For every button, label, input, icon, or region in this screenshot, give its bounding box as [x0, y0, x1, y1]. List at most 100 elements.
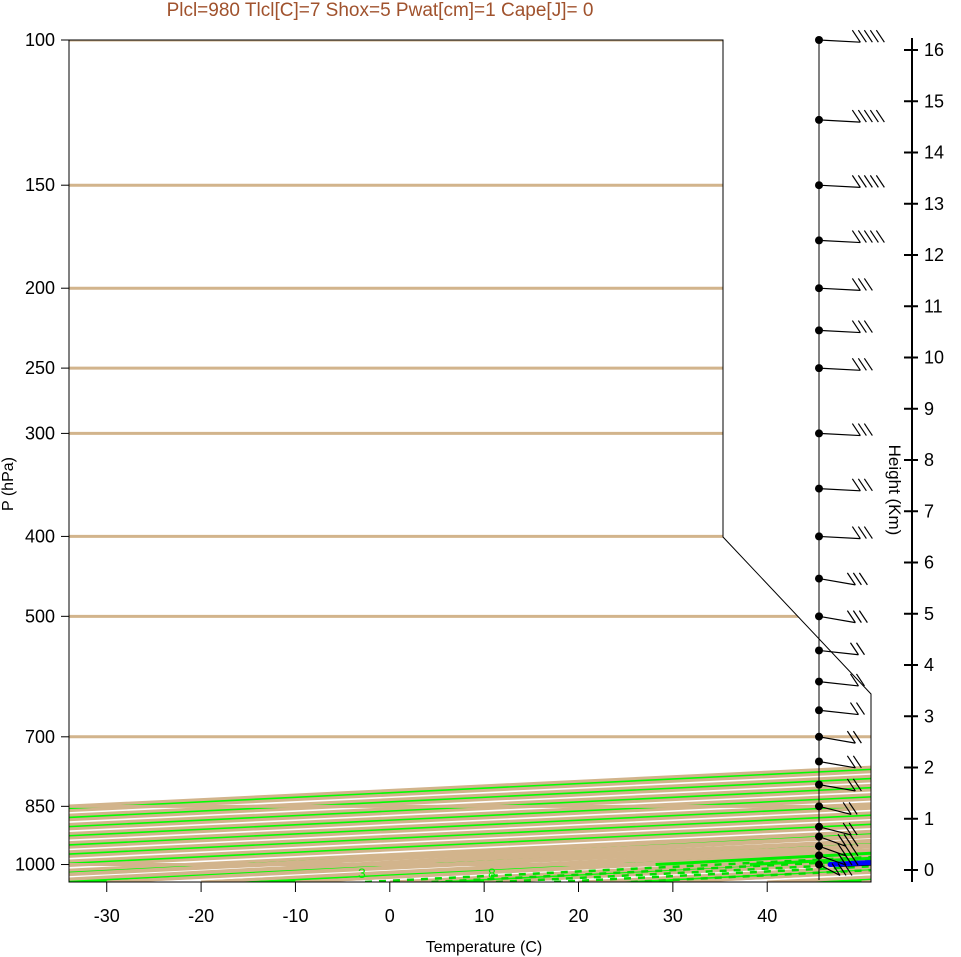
height-tick-label: 4	[924, 655, 934, 675]
isotherm-line	[69, 40, 871, 882]
wind-feather	[857, 423, 867, 436]
height-tick-label: 15	[924, 91, 944, 111]
dry-adiabat	[300, 40, 871, 882]
height-tick-label: 14	[924, 143, 944, 163]
isotherm-line	[69, 40, 871, 882]
green-band	[201, 40, 871, 882]
wind-barb	[818, 119, 861, 123]
dry-adiabat	[682, 40, 871, 882]
wind-barb	[818, 184, 861, 188]
wind-feather	[848, 802, 858, 815]
wind-barb-column	[815, 29, 885, 880]
isobar-lines	[69, 40, 871, 867]
wind-feather	[851, 230, 861, 243]
y-tick-label: 700	[25, 727, 55, 747]
wind-barb	[818, 535, 861, 540]
wind-barb	[818, 836, 847, 847]
wind-feather	[857, 230, 867, 243]
moist-adiabat	[939, 297, 961, 864]
wind-barb	[818, 488, 861, 492]
plot-frame	[68, 39, 872, 883]
wind-feather	[846, 730, 856, 744]
isotherm-lines	[69, 40, 961, 882]
wind-barb	[818, 709, 859, 716]
green-band	[956, 40, 961, 882]
wind-barb	[818, 39, 861, 43]
wind-barb	[818, 578, 856, 586]
wind-barb	[818, 736, 856, 744]
wind-feather	[842, 822, 852, 836]
wind-feather	[863, 478, 873, 492]
wind-feather	[851, 423, 861, 436]
x-tick-label: 0	[385, 906, 395, 926]
wind-barb	[818, 239, 861, 244]
y-tick-label: 400	[25, 526, 55, 546]
green-band	[69, 40, 871, 882]
green-band	[69, 40, 871, 882]
wind-barb	[818, 784, 856, 792]
height-tick-label: 12	[924, 245, 944, 265]
wind-feather	[863, 109, 873, 123]
wind-feather	[875, 230, 885, 243]
wind-feather	[849, 702, 859, 715]
height-tick-label: 5	[924, 604, 934, 624]
y-tick-label: 300	[25, 423, 55, 443]
height-tick-label: 0	[924, 860, 934, 880]
x-tick-label: 10	[474, 906, 494, 926]
isotherm-line	[69, 40, 871, 882]
wind-feather	[863, 175, 873, 188]
wind-feather	[857, 109, 867, 123]
dry-adiabat	[395, 40, 871, 882]
height-tick-label: 2	[924, 758, 934, 778]
isotherm-line	[69, 40, 871, 882]
wind-barb	[818, 432, 861, 437]
x-tick-label: -20	[188, 906, 214, 926]
wind-feather	[852, 755, 862, 769]
y-tick-label: 150	[25, 175, 55, 195]
wind-feather	[855, 642, 865, 656]
wind-feather	[849, 642, 859, 656]
wind-feather	[869, 109, 879, 123]
isotherm-line	[69, 40, 871, 882]
wind-feather	[849, 833, 859, 847]
height-tick-label: 7	[924, 501, 934, 521]
wind-barb	[818, 615, 856, 624]
wind-feather	[863, 357, 873, 371]
wind-feather	[848, 822, 858, 836]
y-tick-label: 850	[25, 796, 55, 816]
wind-barb	[818, 854, 847, 866]
y-axis-label: P (hPa)	[0, 457, 17, 511]
height-tick-label: 6	[924, 553, 934, 573]
height-tick-label: 8	[924, 450, 934, 470]
green-band	[69, 40, 871, 882]
wind-barb	[818, 367, 861, 371]
wind-feather	[855, 673, 865, 687]
isotherm-line	[69, 40, 871, 882]
green-band	[69, 40, 871, 882]
wind-barb	[818, 805, 852, 816]
wind-feather	[851, 109, 861, 123]
wind-feather	[863, 278, 873, 291]
green-band	[69, 40, 871, 882]
wind-barb	[818, 287, 861, 291]
x-axis-label: Temperature (C)	[426, 939, 542, 956]
mixing-ratio-label: 8	[488, 865, 496, 881]
wind-feather	[849, 673, 859, 687]
x-tick-label: 40	[757, 906, 777, 926]
wind-feather	[851, 478, 861, 492]
y-tick-label: 200	[25, 278, 55, 298]
wind-feather	[857, 175, 867, 188]
height-tick-label: 1	[924, 809, 934, 829]
wind-feather	[852, 730, 862, 744]
grid-labels: 1216243238	[358, 865, 496, 881]
wind-feather	[851, 29, 861, 43]
isotherm-line	[956, 40, 961, 882]
wind-barb	[818, 760, 856, 769]
x-tick-label: -10	[282, 906, 308, 926]
wind-feather	[875, 109, 885, 123]
temperature-axis: -30 -20 -10 0 10 20 30 40	[94, 882, 777, 926]
isotherm-line	[69, 40, 871, 882]
isotherm-line	[106, 40, 871, 882]
wind-feather	[863, 29, 873, 43]
